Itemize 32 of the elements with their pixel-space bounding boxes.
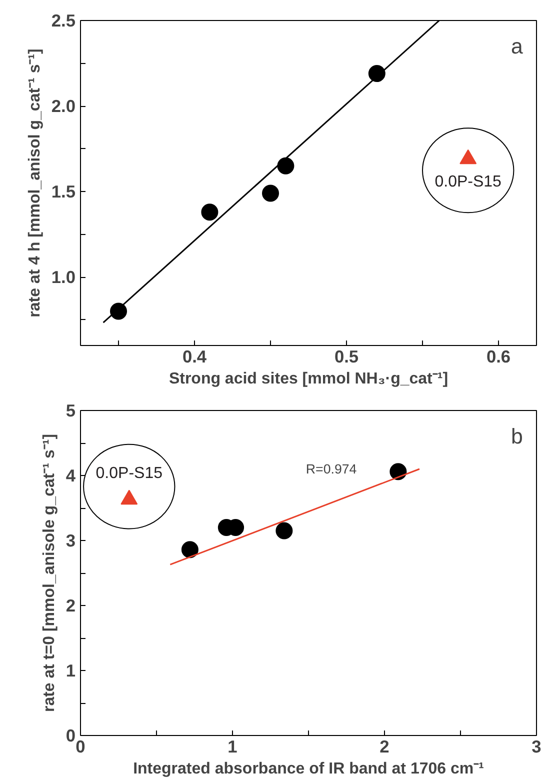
x-tick-label: 2 bbox=[380, 736, 390, 756]
x-tick-label: 1 bbox=[228, 736, 238, 756]
x-tick-label: 3 bbox=[532, 736, 542, 756]
x-axis-title: Strong acid sites [mmol NH₃·g_cat⁻¹] bbox=[168, 370, 448, 388]
y-tick-label: 3 bbox=[66, 530, 76, 550]
x-tick-label: 0.6 bbox=[486, 346, 511, 366]
y-tick-label: 4 bbox=[66, 466, 76, 486]
y-tick-label: 2 bbox=[66, 596, 76, 616]
y-tick-label: 2.5 bbox=[51, 10, 76, 30]
annotation: b bbox=[510, 424, 523, 448]
point bbox=[368, 65, 386, 82]
x-axis-title: Integrated absorbance of IR band at 1706 cm⁻¹ bbox=[133, 760, 484, 778]
point bbox=[276, 522, 293, 540]
y-axis-title: rate at 4 h [mmol_anisol g_cat⁻¹ s⁻¹] bbox=[26, 48, 44, 318]
annotation: R=0.974 bbox=[306, 462, 358, 476]
x-tick-label: 0.4 bbox=[182, 346, 207, 366]
series-label: 0.0P-S15 bbox=[434, 173, 502, 190]
y-tick-label: 2.0 bbox=[51, 96, 76, 116]
y-tick-label: 1 bbox=[66, 660, 76, 680]
point bbox=[262, 184, 279, 202]
point bbox=[110, 302, 127, 320]
point bbox=[277, 157, 294, 174]
y-tick-label: 1.0 bbox=[51, 267, 76, 288]
x-tick-label: 0.5 bbox=[334, 346, 359, 366]
y-axis-title: rate at t=0 [mmol_anisole g_cat⁻¹ s⁻¹] bbox=[40, 434, 58, 712]
point bbox=[390, 463, 407, 480]
y-tick-label: 1.5 bbox=[51, 182, 76, 202]
annotation: a bbox=[510, 34, 523, 58]
series-label: 0.0P-S15 bbox=[96, 465, 163, 482]
point bbox=[201, 204, 218, 221]
y-tick-label: 5 bbox=[66, 400, 76, 420]
point bbox=[181, 541, 198, 558]
